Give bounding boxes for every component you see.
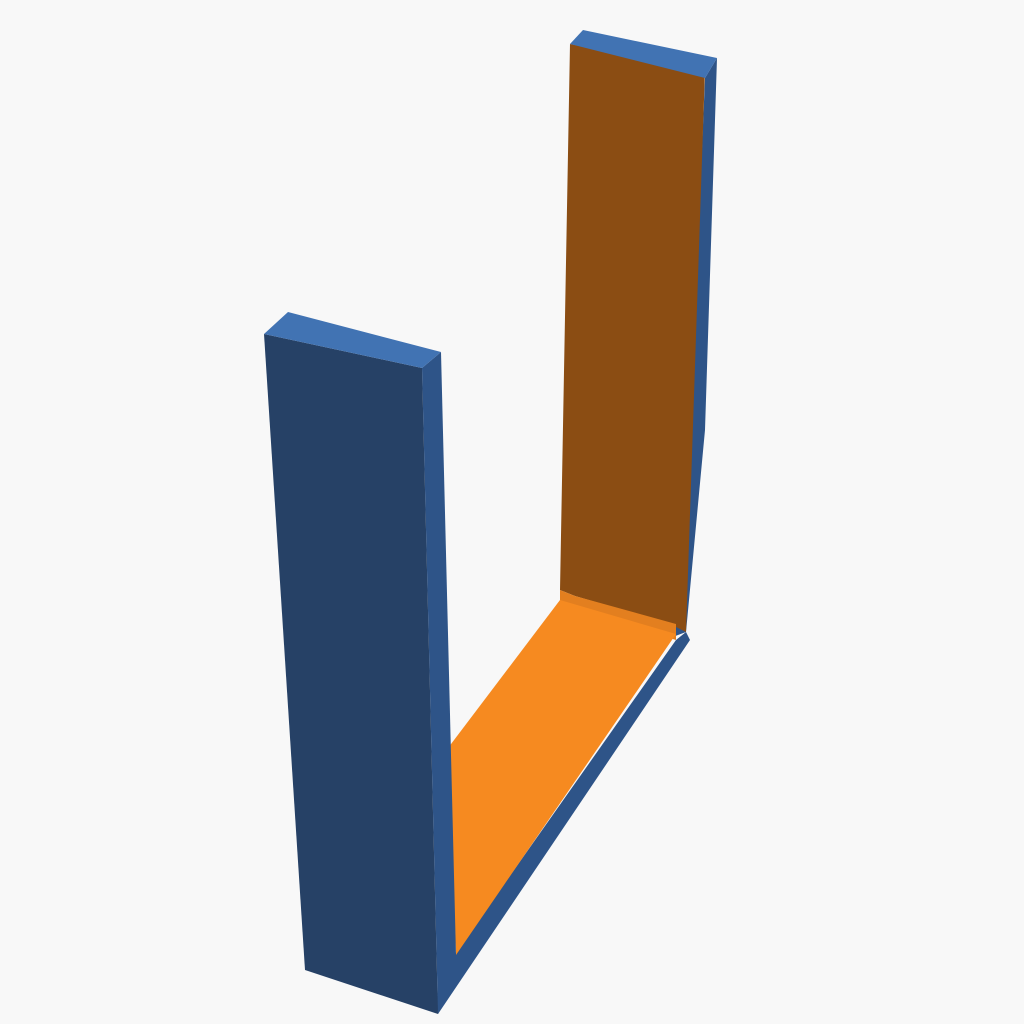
left-arm-top-cap [264, 312, 441, 368]
right-arm-inner-face [560, 44, 705, 632]
base-outer-edge [436, 632, 690, 1014]
base-inner-floor [448, 600, 676, 955]
left-arm-side-edge [422, 352, 456, 1014]
left-arm-outer-face [264, 334, 438, 1014]
right-arm-top-cap [570, 30, 717, 78]
